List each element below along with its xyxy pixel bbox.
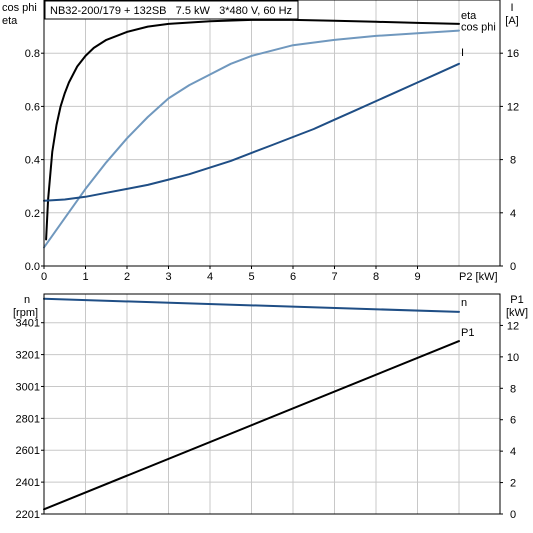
top-left-axis-label-1: cos phi	[2, 2, 37, 14]
left-tick-label: 0.4	[25, 155, 40, 167]
top-right-tick-labels: 0 4 8 12 16	[500, 48, 519, 273]
right-tick-label: 4	[510, 446, 516, 458]
series-line-eta	[45, 18, 460, 241]
bottom-grid	[44, 294, 500, 514]
left-tick-label: 2601	[16, 445, 40, 457]
left-tick-label: 2801	[16, 413, 40, 425]
right-tick-label: 6	[510, 415, 516, 427]
x-tick-label: 3	[165, 271, 171, 283]
right-tick-label: 8	[510, 383, 516, 395]
series-line-cos-phi	[43, 29, 460, 249]
x-tick-label: 8	[373, 271, 379, 283]
top-right-axis-label-1: I	[510, 2, 513, 14]
series-label-eta: eta	[461, 10, 477, 22]
left-tick-label: 2401	[16, 477, 40, 489]
left-tick-label: 0.6	[25, 101, 40, 113]
bottom-panel: 2201 2401 2601 2801 3001 3201 3401 0 2 4 6 8 10 12 n…	[13, 293, 528, 521]
left-tick-label: 3001	[16, 381, 40, 393]
top-x-tick-labels: 0 1 2 3 4 5 6 7 8 9	[41, 266, 421, 283]
top-grid	[44, 0, 500, 266]
x-tick-label: 1	[82, 271, 88, 283]
left-tick-label: 0.0	[25, 261, 40, 273]
right-tick-label: 12	[507, 101, 519, 113]
top-left-tick-labels: 0.0 0.2 0.4 0.6 0.8	[25, 48, 44, 273]
bottom-series-labels: n P1	[461, 297, 474, 339]
x-tick-label: 2	[124, 271, 130, 283]
x-tick-label: 6	[290, 271, 296, 283]
top-x-axis-label: P2 [kW]	[459, 271, 498, 283]
right-tick-label: 0	[510, 509, 516, 521]
title-box	[44, 0, 299, 20]
top-plot-frame	[43, 0, 501, 267]
series-line-n	[43, 297, 460, 313]
right-tick-label: 16	[507, 48, 519, 60]
top-left-axis-label-2: eta	[2, 15, 18, 27]
x-tick-label: 5	[248, 271, 254, 283]
bottom-right-axis-label-1: P1	[510, 294, 523, 306]
bottom-right-axis-label-2: [kW]	[506, 307, 528, 319]
series-label-cos-phi: cos phi	[461, 22, 496, 34]
right-tick-label: 0	[510, 261, 516, 273]
right-tick-label: 2	[510, 478, 516, 490]
series-line-p1	[43, 340, 460, 511]
left-tick-label: 0.2	[25, 208, 40, 220]
bottom-left-tick-labels: 2201 2401 2601 2801 3001 3201 3401	[16, 318, 44, 521]
right-tick-label: 12	[507, 320, 519, 332]
top-series-group	[43, 18, 460, 249]
x-tick-label: 0	[41, 271, 47, 283]
top-right-axis-label-2: [A]	[505, 15, 518, 27]
left-tick-label: 2201	[16, 509, 40, 521]
bottom-plot-frame	[43, 293, 501, 515]
series-label-i: I	[461, 47, 464, 59]
left-tick-label: 3401	[16, 318, 40, 330]
series-line-i	[43, 62, 460, 202]
right-tick-label: 8	[510, 155, 516, 167]
x-tick-label: 4	[207, 271, 213, 283]
right-tick-label: 4	[510, 208, 516, 220]
bottom-left-axis-label-1: n	[24, 294, 30, 306]
right-tick-label: 10	[507, 352, 519, 364]
x-tick-label: 9	[414, 271, 420, 283]
bottom-right-tick-labels: 0 2 4 6 8 10 12	[500, 320, 519, 521]
bottom-left-axis-label-2: [rpm]	[13, 307, 38, 319]
left-tick-label: 3201	[16, 350, 40, 362]
x-tick-label: 7	[331, 271, 337, 283]
left-tick-label: 0.8	[25, 48, 40, 60]
bottom-series-group	[43, 297, 460, 511]
chart-title: NB32-200/179 + 132SB 7.5 kW 3*480 V, 60 …	[50, 5, 292, 17]
series-label-n: n	[461, 297, 467, 309]
series-label-p1: P1	[461, 327, 474, 339]
